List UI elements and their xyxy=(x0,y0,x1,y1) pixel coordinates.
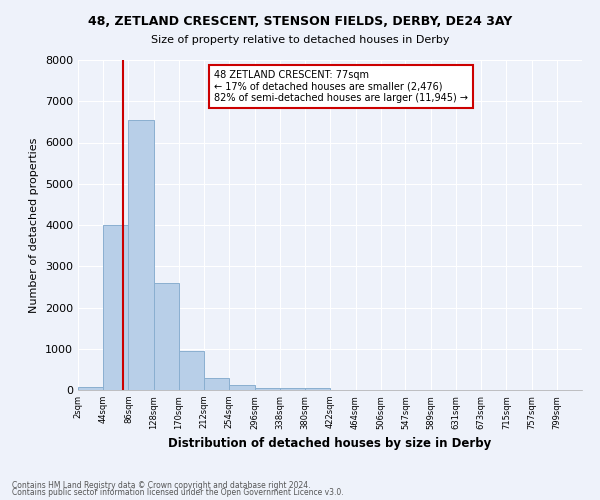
Bar xyxy=(128,120,154,390)
Text: 48, ZETLAND CRESCENT, STENSON FIELDS, DERBY, DE24 3AY: 48, ZETLAND CRESCENT, STENSON FIELDS, DE… xyxy=(88,15,512,28)
Bar xyxy=(305,388,331,390)
Text: Size of property relative to detached houses in Derby: Size of property relative to detached ho… xyxy=(151,35,449,45)
Y-axis label: Number of detached properties: Number of detached properties xyxy=(29,138,40,312)
Bar xyxy=(103,225,128,390)
Text: Contains public sector information licensed under the Open Government Licence v3: Contains public sector information licen… xyxy=(12,488,344,497)
Bar xyxy=(229,386,254,390)
Text: 48 ZETLAND CRESCENT: 77sqm
← 17% of detached houses are smaller (2,476)
82% of s: 48 ZETLAND CRESCENT: 77sqm ← 17% of deta… xyxy=(214,70,468,103)
Bar xyxy=(280,388,305,390)
Bar xyxy=(154,283,179,390)
Bar xyxy=(254,388,280,390)
Bar xyxy=(179,351,204,390)
Bar xyxy=(78,387,103,390)
X-axis label: Distribution of detached houses by size in Derby: Distribution of detached houses by size … xyxy=(169,437,491,450)
Text: Contains HM Land Registry data © Crown copyright and database right 2024.: Contains HM Land Registry data © Crown c… xyxy=(12,480,311,490)
Bar xyxy=(204,378,229,390)
